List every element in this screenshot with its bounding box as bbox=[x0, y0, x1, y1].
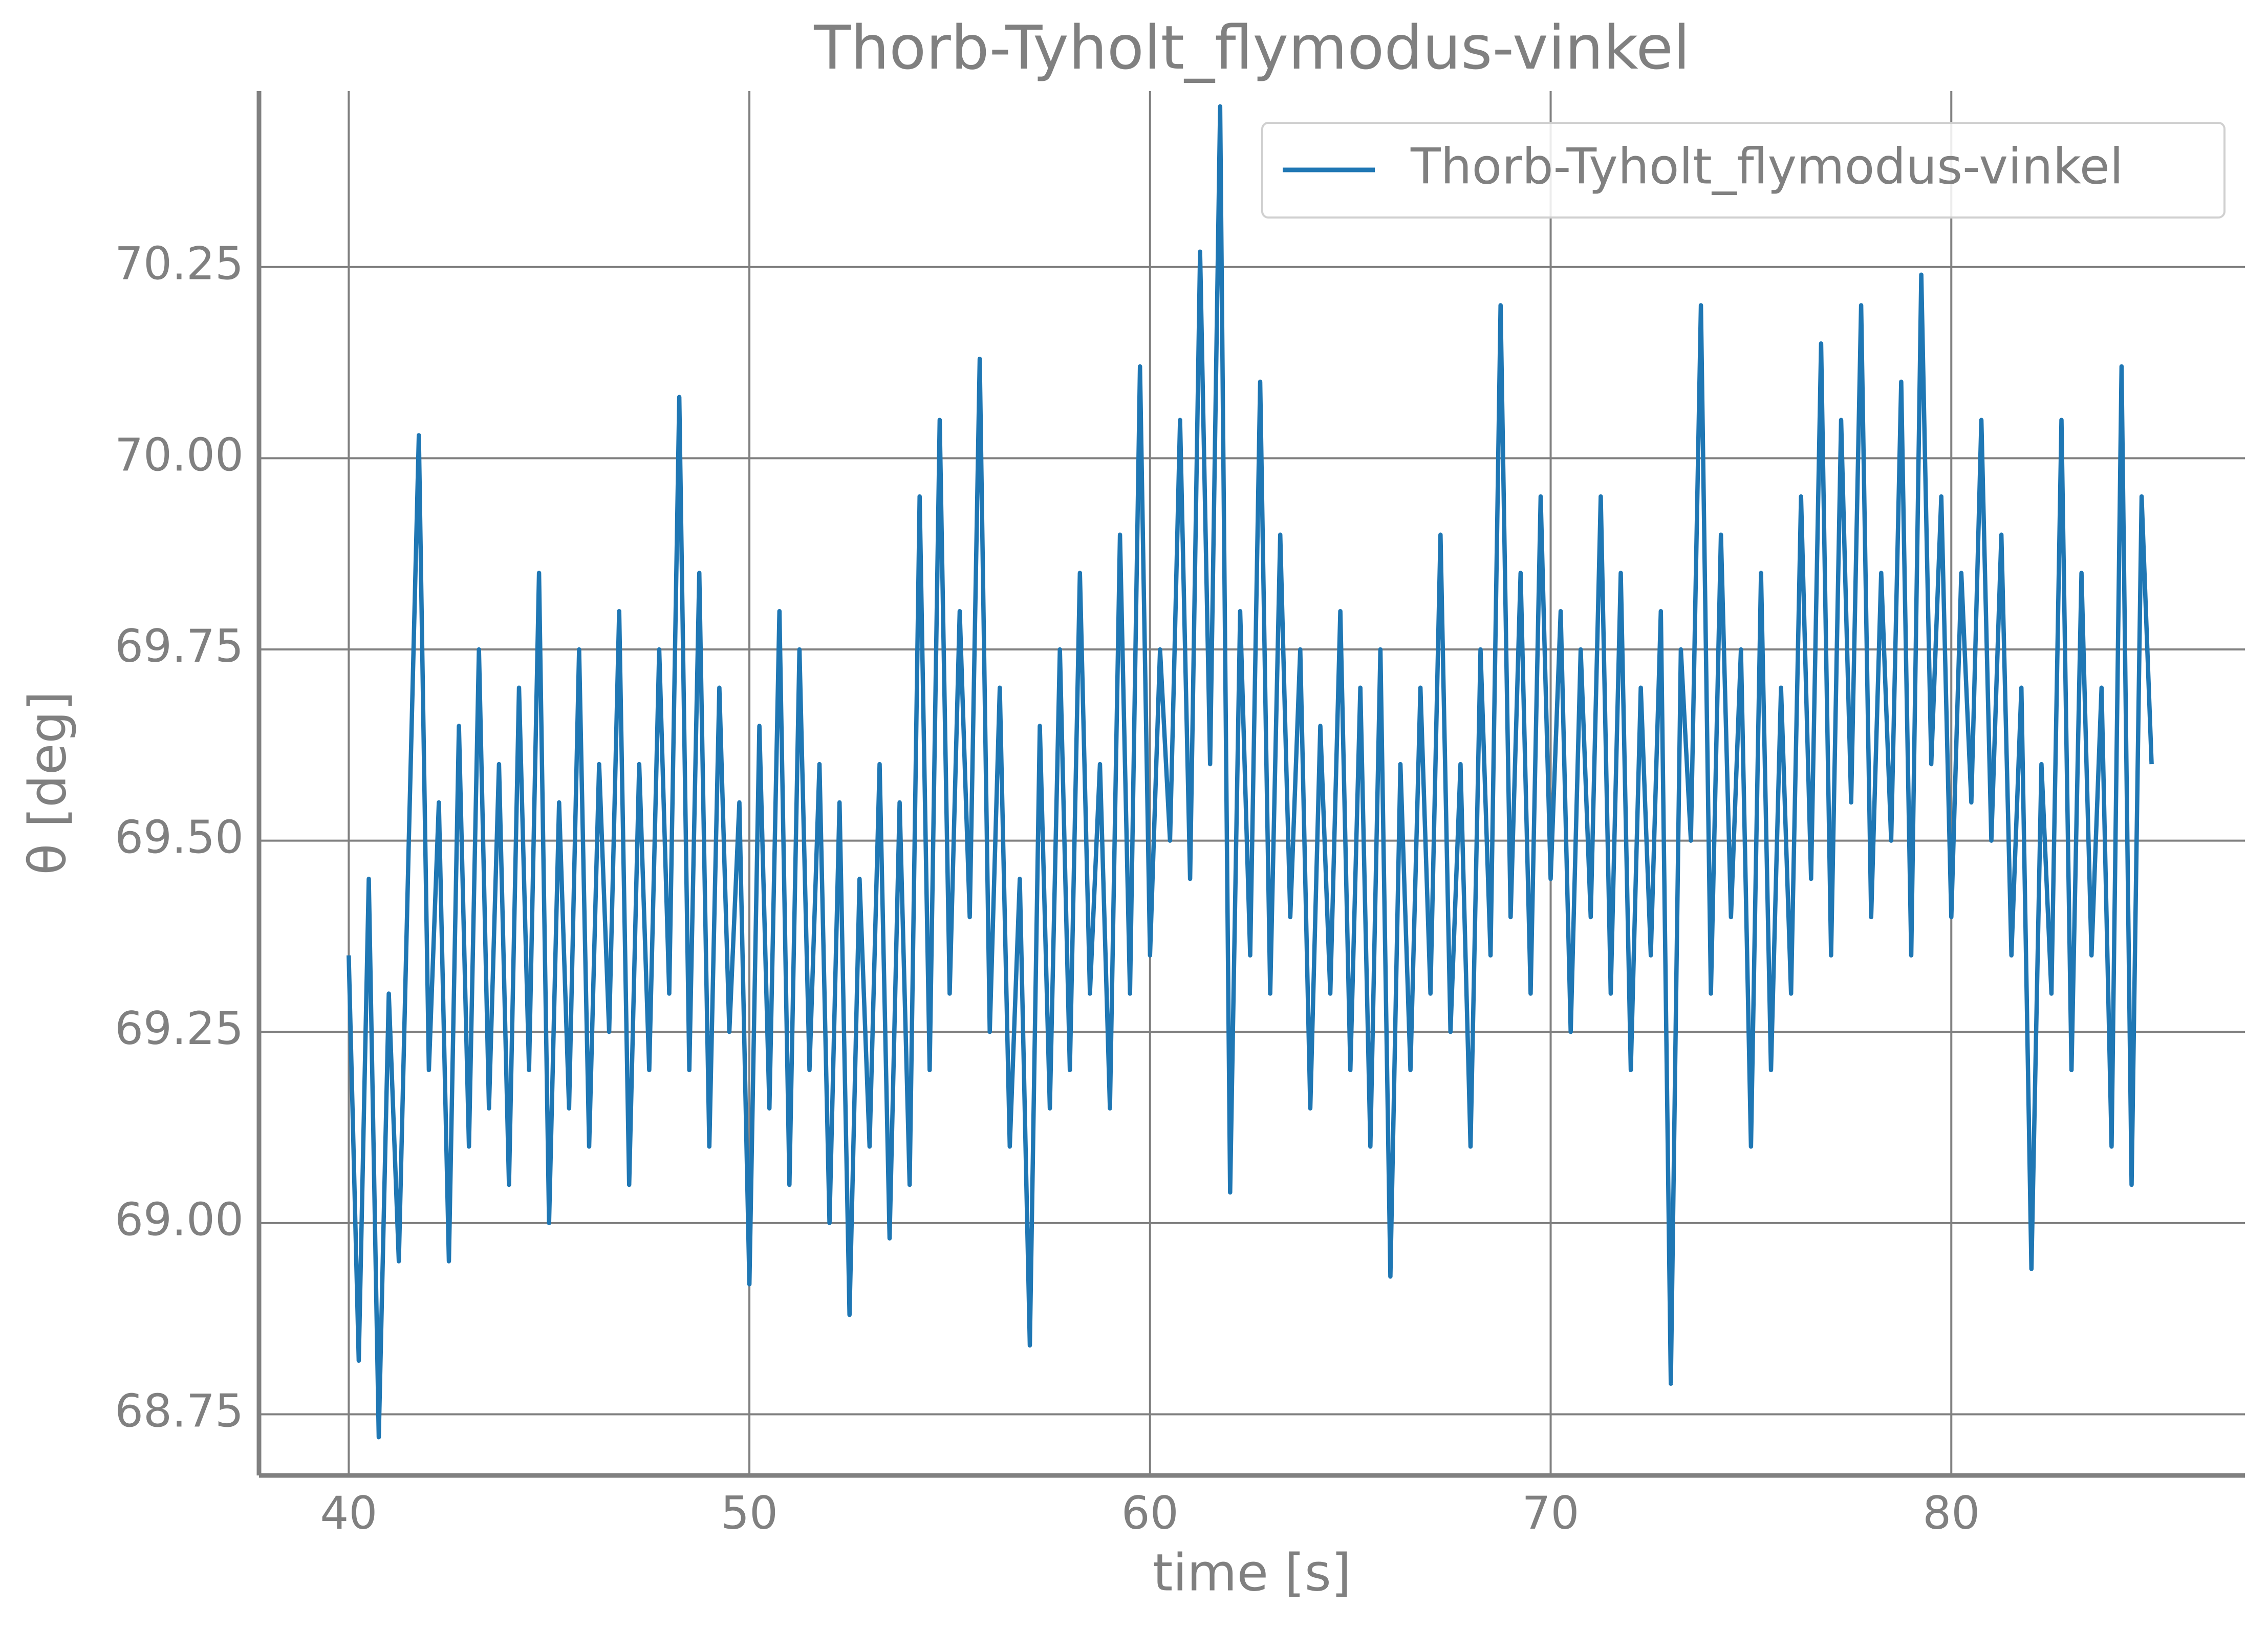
x-axis-label: time [s] bbox=[1153, 1542, 1351, 1602]
legend-label: Thorb-Tyholt_flymodus-vinkel bbox=[1410, 138, 2123, 195]
legend-box bbox=[1261, 122, 2226, 219]
x-tick-label: 60 bbox=[1121, 1487, 1179, 1539]
x-tick-label: 70 bbox=[1522, 1487, 1580, 1539]
y-axis-label: θ [deg] bbox=[17, 691, 77, 875]
y-tick-label: 69.50 bbox=[115, 811, 244, 864]
y-tick-label: 68.75 bbox=[115, 1384, 244, 1437]
chart-title: Thorb-Tyholt_flymodus-vinkel bbox=[813, 12, 1690, 83]
x-tick-label: 80 bbox=[1923, 1487, 1980, 1539]
y-tick-label: 69.25 bbox=[115, 1002, 244, 1055]
y-tick-label: 70.25 bbox=[115, 237, 244, 290]
y-tick-label: 70.00 bbox=[115, 428, 244, 481]
x-tick-label: 40 bbox=[320, 1487, 377, 1539]
x-tick-label: 50 bbox=[721, 1487, 778, 1539]
y-tick-label: 69.00 bbox=[115, 1193, 244, 1246]
data-line bbox=[347, 104, 2154, 1440]
y-tick-label: 69.75 bbox=[115, 620, 244, 672]
